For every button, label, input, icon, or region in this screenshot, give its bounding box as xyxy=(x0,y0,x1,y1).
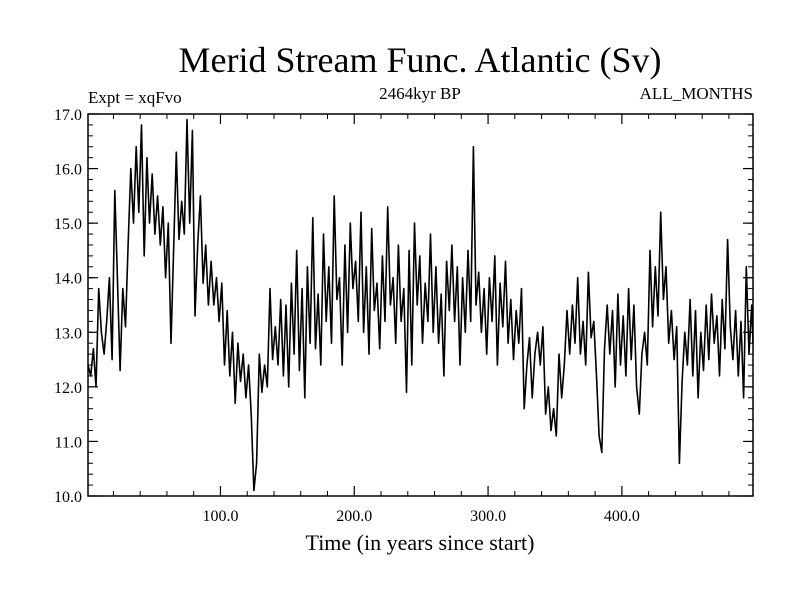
data-series-line xyxy=(87,118,754,492)
y-tick-label: 17.0 xyxy=(54,107,82,124)
months-label: ALL_MONTHS xyxy=(640,84,753,103)
x-tick-label: 300.0 xyxy=(470,508,506,525)
x-tick-label: 200.0 xyxy=(336,508,372,525)
x-axis: 100.0 200.0 300.0 400.0 xyxy=(112,114,730,525)
y-tick-label: 15.0 xyxy=(54,216,82,233)
y-tick-label: 13.0 xyxy=(54,325,82,342)
period-label: 2464kyr BP xyxy=(379,84,461,103)
y-tick-label: 14.0 xyxy=(54,271,82,288)
x-tick-label: 400.0 xyxy=(604,508,640,525)
chart-title: Merid Stream Func. Atlantic (Sv) xyxy=(179,40,662,80)
x-axis-title: Time (in years since start) xyxy=(306,530,535,555)
experiment-label: Expt = xqFvo xyxy=(88,88,182,107)
plot-area-frame xyxy=(87,113,754,497)
y-tick-label: 10.0 xyxy=(54,489,82,506)
x-tick-label: 100.0 xyxy=(202,508,238,525)
y-tick-label: 12.0 xyxy=(54,380,82,397)
y-tick-label: 11.0 xyxy=(55,434,82,451)
y-tick-label: 16.0 xyxy=(54,162,82,179)
